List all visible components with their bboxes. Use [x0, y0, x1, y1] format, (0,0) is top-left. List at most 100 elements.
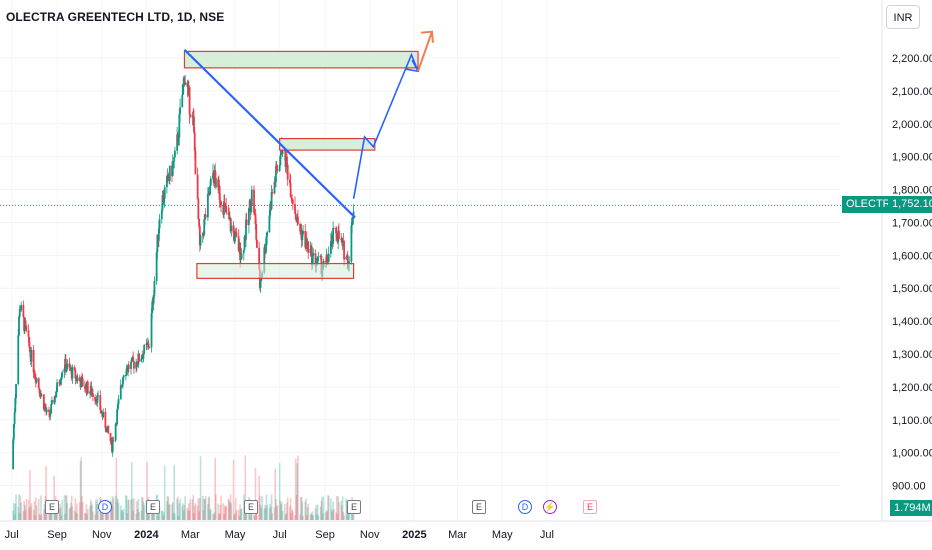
candle-body [326, 254, 329, 262]
earnings-event-icon[interactable]: E [146, 500, 160, 514]
volume-bar [27, 499, 30, 520]
earnings-event-icon[interactable]: E [347, 500, 361, 514]
volume-bar [294, 515, 296, 520]
price-tick-label: 1,300.00 [892, 349, 932, 361]
candle-body [256, 239, 258, 248]
candle-body [20, 304, 23, 311]
dividend-event-icon[interactable]: D [98, 500, 112, 514]
volume-bar [218, 513, 221, 520]
volume-bar [143, 504, 145, 520]
split-event-icon[interactable]: ⚡ [543, 500, 557, 514]
volume-bar [168, 504, 170, 520]
candle-body [151, 301, 154, 314]
volume-bar [91, 505, 94, 520]
candle-body [17, 335, 20, 384]
volume-bar [296, 463, 299, 520]
volume-bar [223, 513, 225, 520]
volume-bar [309, 514, 312, 520]
volume-bar [63, 495, 66, 520]
volume-bar [90, 502, 93, 520]
candle-body [299, 224, 302, 232]
candle-body [81, 378, 84, 387]
candle-body [65, 369, 68, 372]
candle-body [342, 240, 345, 242]
currency-button[interactable]: INR [886, 5, 920, 29]
volume-bar [80, 457, 83, 520]
candle-body [217, 179, 220, 186]
candle-body [55, 391, 58, 397]
volume-bar [128, 499, 130, 520]
volume-bar [65, 494, 67, 520]
candle-body [59, 383, 61, 385]
volume-bar [314, 508, 317, 520]
earnings-event-icon[interactable]: E [244, 500, 258, 514]
volume-bar [111, 496, 114, 520]
volume-bar [337, 496, 340, 520]
projection-path[interactable] [352, 52, 419, 199]
candle-body [301, 234, 304, 241]
candle-body [350, 225, 353, 262]
volume-bar [146, 461, 148, 520]
earnings-event-icon[interactable]: E [45, 500, 59, 514]
volume-bar [37, 498, 40, 520]
volume-bar [38, 514, 41, 520]
trendline[interactable] [183, 48, 356, 219]
volume-bar [259, 504, 262, 520]
volume-bar [193, 505, 196, 520]
volume-bar [78, 502, 81, 520]
time-tick-label: Nov [92, 529, 112, 541]
volume-bar [70, 495, 73, 520]
volume-bar [219, 505, 222, 520]
candle-body [225, 205, 228, 213]
earnings-event-icon[interactable]: E [472, 500, 486, 514]
volume-bar [167, 496, 170, 520]
volume-bar [127, 500, 129, 520]
candle-body [116, 404, 119, 410]
volume-bar [182, 510, 185, 520]
volume-bar [14, 503, 17, 520]
candle-body [86, 381, 89, 394]
volume-bar [171, 502, 174, 520]
candle-body [286, 164, 289, 180]
candle-body [174, 150, 176, 158]
time-tick-label: Jul [273, 529, 287, 541]
volume-bar [100, 513, 103, 520]
volume-bar [148, 509, 151, 520]
candle-body [279, 155, 282, 166]
candle-body [34, 375, 36, 377]
volume-bar [290, 512, 293, 520]
resistance-zone[interactable] [279, 137, 376, 151]
volume-bar [315, 505, 318, 520]
volume-bar [338, 502, 340, 520]
volume-bar [279, 500, 282, 520]
candle-body [107, 425, 110, 434]
volume-bar [245, 514, 248, 520]
upcoming-earnings-icon[interactable]: E [583, 500, 597, 514]
target-arrow[interactable] [417, 31, 433, 72]
candle-body [78, 377, 81, 382]
candle-body [230, 225, 233, 232]
volume-bar [131, 498, 134, 520]
candle-body [193, 116, 195, 133]
candle-body [122, 375, 125, 378]
volume-bar [24, 510, 27, 520]
support-zone[interactable] [196, 262, 355, 279]
resistance-zone[interactable] [183, 50, 419, 69]
candle-body [81, 377, 83, 379]
volume-bar [189, 499, 192, 520]
volume-bar [114, 495, 117, 520]
volume-bar [163, 512, 165, 520]
candle-body [268, 215, 271, 233]
volume-bar [269, 503, 271, 520]
candle-body [156, 234, 159, 253]
candle-body [312, 253, 315, 256]
volume-bar [95, 500, 97, 520]
volume-bar [157, 515, 159, 520]
volume-bar [25, 499, 28, 520]
volume-bar [54, 511, 56, 520]
candle-body [311, 255, 314, 266]
candle-body [348, 261, 351, 264]
dividend-event-icon[interactable]: D [518, 500, 532, 514]
